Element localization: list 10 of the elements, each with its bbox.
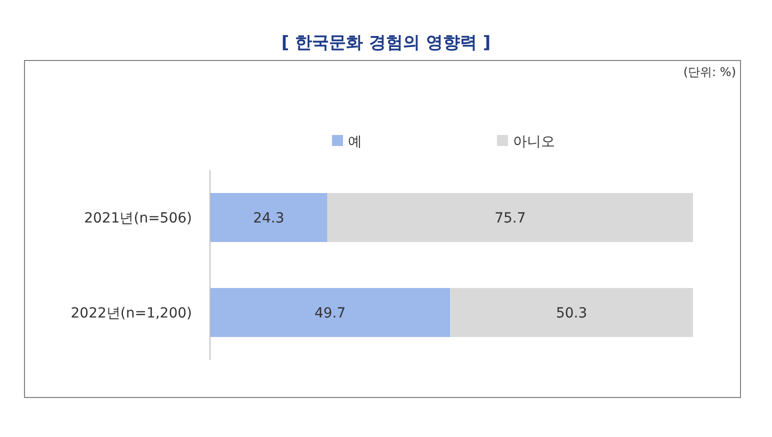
y-tick-label: 2021년(n=506) — [84, 210, 192, 226]
y-tick-label: 2022년(n=1,200) — [70, 306, 192, 322]
chart-title: [ 한국문화 경험의 영향력 ] — [281, 33, 491, 53]
data-label: 50.3 — [556, 306, 588, 322]
data-label: 24.3 — [253, 210, 284, 226]
legend-label: 예 — [348, 134, 362, 150]
text: (단위: %) — [683, 65, 736, 79]
data-label: 75.7 — [494, 210, 526, 226]
data-label: 49.7 — [314, 306, 346, 322]
legend-label: 아니오 — [513, 134, 555, 150]
